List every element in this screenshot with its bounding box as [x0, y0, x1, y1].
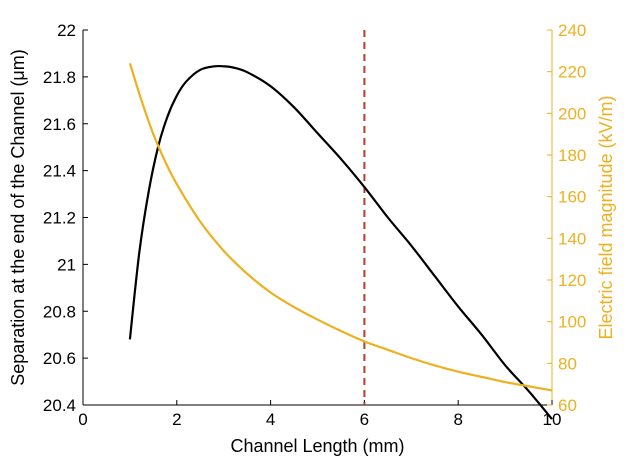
x-tick-label: 0	[78, 410, 87, 429]
left-y-tick-label: 21.8	[43, 68, 76, 87]
x-tick-label: 8	[453, 410, 462, 429]
left-y-tick-label: 21.6	[43, 115, 76, 134]
plot-area	[82, 30, 553, 406]
right-y-tick-label: 200	[558, 104, 586, 123]
left-y-tick-label: 20.6	[43, 349, 76, 368]
x-tick-label: 2	[172, 410, 181, 429]
right-y-tick-label: 160	[558, 188, 586, 207]
right-y-axis-title: Electric field magnitude (kV/m)	[596, 95, 616, 339]
right-y-tick-label: 120	[558, 271, 586, 290]
right-y-ticks: 60 80 100 120 140 160 180 200 220 240	[547, 21, 586, 415]
left-y-ticks: 20.4 20.6 20.8 21 21.2 21.4 21.6 21.8 22	[43, 21, 88, 415]
left-y-tick-label: 21	[57, 255, 76, 274]
right-y-tick-label: 180	[558, 146, 586, 165]
right-y-tick-label: 60	[558, 396, 577, 415]
right-y-tick-label: 80	[558, 354, 577, 373]
x-ticks: 0 2 4 6 8 10	[78, 400, 561, 429]
series-layer	[128, 63, 553, 420]
left-y-tick-label: 20.4	[43, 396, 76, 415]
x-tick-label: 4	[266, 410, 275, 429]
left-y-tick-label: 21.2	[43, 209, 76, 228]
x-axis-title: Channel Length (mm)	[230, 436, 404, 456]
left-y-tick-label: 20.8	[43, 302, 76, 321]
left-y-tick-label: 21.4	[43, 162, 76, 181]
electric-field-series-line	[128, 63, 553, 392]
separation-series-line	[128, 64, 553, 420]
right-y-tick-label: 240	[558, 21, 586, 40]
left-y-tick-label: 22	[57, 21, 76, 40]
right-y-tick-label: 100	[558, 313, 586, 332]
left-y-axis-title: Separation at the end of the Channel (μm…	[8, 49, 28, 386]
right-y-tick-label: 220	[558, 63, 586, 82]
x-tick-label: 6	[360, 410, 369, 429]
right-y-tick-label: 140	[558, 229, 586, 248]
